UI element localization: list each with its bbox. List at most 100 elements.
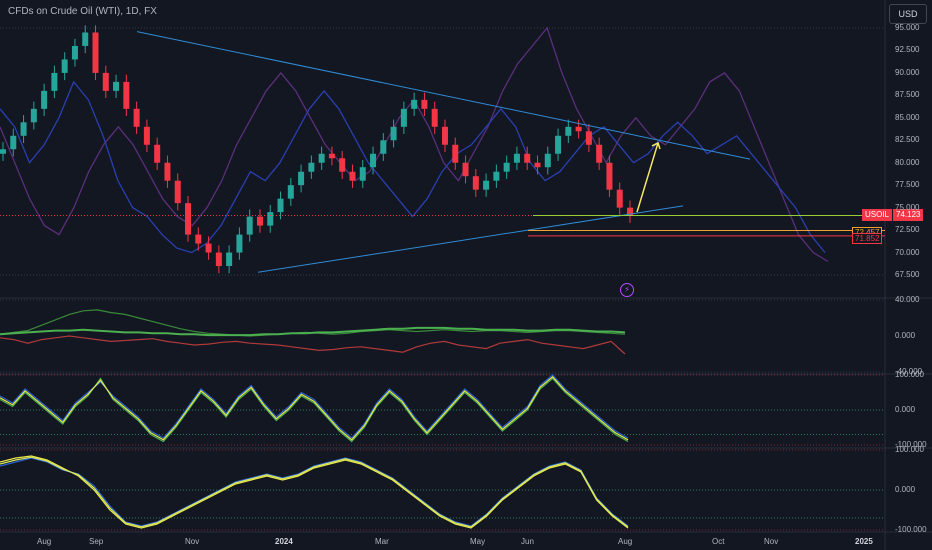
candle-body: [0, 149, 6, 154]
trendline-upper: [136, 31, 751, 160]
candle-body: [51, 72, 58, 91]
y-tick-label: 77.500: [895, 180, 920, 190]
indicator-1-series-3: [0, 326, 626, 337]
x-tick-label: Nov: [185, 537, 200, 546]
candle-body: [606, 162, 613, 190]
overlay-purple-line: [0, 26, 829, 263]
candle-body: [452, 144, 459, 163]
x-tick-label: Nov: [764, 537, 779, 546]
x-tick-label: 2024: [275, 537, 293, 546]
candle-body: [267, 212, 274, 226]
y-tick-label: 72.500: [895, 225, 920, 235]
y-tick-label: 40.000: [895, 295, 920, 304]
projection-arrowhead: [651, 141, 661, 150]
candle-body: [524, 153, 531, 163]
candle-body: [534, 162, 541, 168]
candle-body: [441, 126, 448, 145]
candle-body: [627, 207, 633, 216]
candle-body: [421, 99, 428, 109]
candle-body: [236, 234, 243, 253]
event-bolt-icon[interactable]: ⚡: [620, 283, 634, 297]
candle-body: [555, 135, 562, 154]
candle-body: [308, 162, 315, 172]
candle-body: [318, 153, 325, 163]
candle-body: [575, 126, 582, 132]
candle-body: [113, 81, 120, 91]
x-tick-label: Mar: [375, 537, 389, 546]
price-tag-value: 74.123: [892, 209, 924, 221]
candle-body: [431, 108, 438, 127]
candle-body: [102, 72, 109, 91]
candle-body: [82, 32, 89, 46]
y-tick-label: 100.000: [895, 370, 924, 379]
candle-body: [462, 162, 469, 177]
price-tag-symbol: USOIL: [862, 209, 893, 221]
candle-body: [61, 59, 68, 73]
candle-body: [30, 108, 37, 123]
candle-body: [390, 126, 397, 141]
candle-body: [226, 252, 233, 267]
chart-title: CFDs on Crude Oil (WTI), 1D, FX: [8, 6, 157, 17]
level-label-2: 71.852: [852, 233, 883, 244]
y-tick-label: 95.000: [895, 23, 920, 32]
indicator-3-series-2: [0, 455, 629, 529]
candle-body: [513, 153, 520, 163]
candle-body: [20, 122, 27, 136]
y-tick-label: 75.000: [895, 202, 920, 212]
candle-body: [565, 126, 572, 136]
x-tick-label: Jun: [521, 537, 534, 546]
candle-body: [154, 144, 161, 163]
y-tick-label: 90.000: [895, 67, 920, 77]
overlay-blue-line: [0, 80, 826, 254]
candle-body: [339, 158, 346, 172]
x-tick-label: May: [470, 537, 486, 546]
indicator-2-series-3: [0, 375, 629, 441]
currency-button[interactable]: USD: [889, 4, 927, 24]
y-tick-label: 0.000: [895, 405, 916, 414]
y-tick-label: -100.000: [895, 525, 927, 534]
last-price-tag: USOIL 74.123: [862, 209, 924, 221]
y-tick-label: 67.500: [895, 270, 920, 279]
candle-body: [277, 198, 284, 213]
candle-body: [596, 144, 603, 163]
x-tick-label: Oct: [712, 537, 725, 546]
candle-body: [164, 162, 171, 181]
y-tick-label: 0.000: [895, 485, 916, 494]
candle-body: [215, 252, 222, 267]
candle-body: [411, 99, 418, 109]
candle-body: [400, 108, 407, 127]
candle-body: [133, 108, 140, 127]
y-tick-label: 70.000: [895, 247, 920, 257]
candle-body: [585, 131, 592, 145]
x-tick-label: Sep: [89, 537, 104, 546]
candle-body: [185, 203, 192, 235]
y-tick-label: 80.000: [895, 157, 920, 167]
candle-body: [256, 216, 263, 226]
candle-body: [544, 153, 551, 168]
candle-body: [195, 234, 202, 244]
x-tick-label: 2025: [855, 537, 873, 546]
indicator-3-series-1: [0, 457, 629, 527]
y-tick-label: 100.000: [895, 445, 924, 454]
y-tick-label: -40.000: [895, 367, 923, 376]
candle-body: [616, 189, 623, 208]
y-tick-label: 0.000: [895, 331, 916, 340]
candle-body: [174, 180, 181, 204]
projection-arrow: [636, 142, 659, 213]
candle-body: [123, 81, 130, 109]
y-tick-label: 92.500: [895, 45, 920, 55]
candle-body: [205, 243, 212, 253]
candle-body: [483, 180, 490, 190]
candle-body: [328, 153, 335, 159]
candle-body: [359, 167, 366, 181]
candle-body: [472, 176, 479, 190]
y-tick-label: -100.000: [895, 440, 927, 449]
y-tick-label: 87.500: [895, 90, 920, 100]
candle-body: [349, 171, 356, 181]
candle-body: [380, 140, 387, 154]
candle-body: [143, 126, 150, 145]
candle-body: [246, 216, 253, 235]
candle-body: [493, 171, 500, 181]
candle-body: [503, 162, 510, 172]
